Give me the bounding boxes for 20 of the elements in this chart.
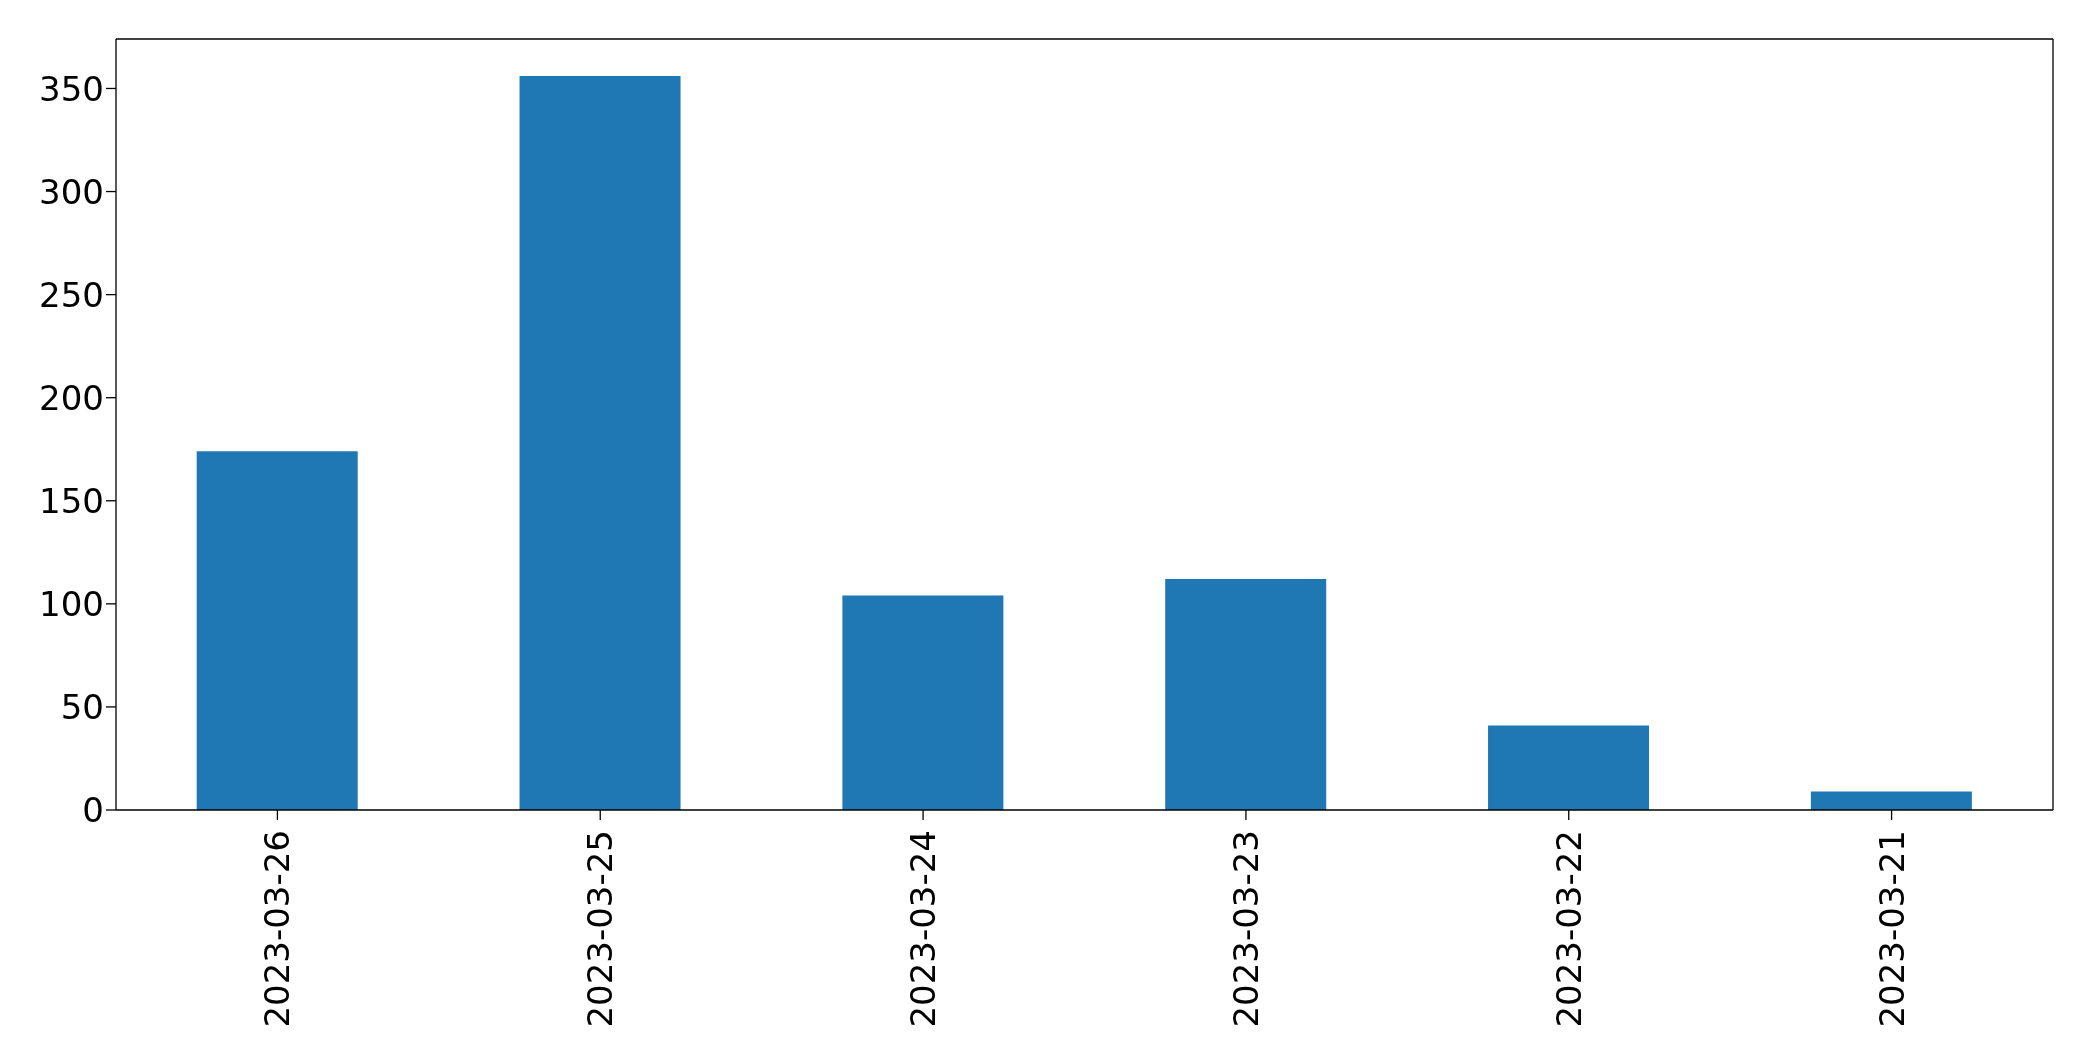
bar <box>519 76 681 810</box>
bar <box>1810 791 1972 810</box>
x-tick-label: 2023-03-23 <box>1225 830 1266 1028</box>
y-tick-label: 300 <box>39 171 104 212</box>
y-tick-label: 200 <box>39 377 104 418</box>
bar <box>1165 579 1327 810</box>
x-tick-label: 2023-03-25 <box>580 830 621 1028</box>
x-tick-label: 2023-03-26 <box>257 830 298 1028</box>
y-tick-label: 150 <box>39 480 104 521</box>
y-tick-label: 0 <box>82 790 104 831</box>
y-tick-label: 350 <box>39 68 104 109</box>
x-tick-label: 2023-03-21 <box>1871 830 1912 1028</box>
bar <box>842 595 1004 810</box>
x-tick-label: 2023-03-22 <box>1548 830 1589 1028</box>
y-tick-label: 50 <box>60 687 104 727</box>
bar <box>196 451 358 810</box>
y-tick-label: 100 <box>39 583 104 624</box>
bar <box>1488 725 1650 810</box>
x-tick-label: 2023-03-24 <box>903 830 944 1028</box>
y-tick-label: 250 <box>39 274 104 315</box>
